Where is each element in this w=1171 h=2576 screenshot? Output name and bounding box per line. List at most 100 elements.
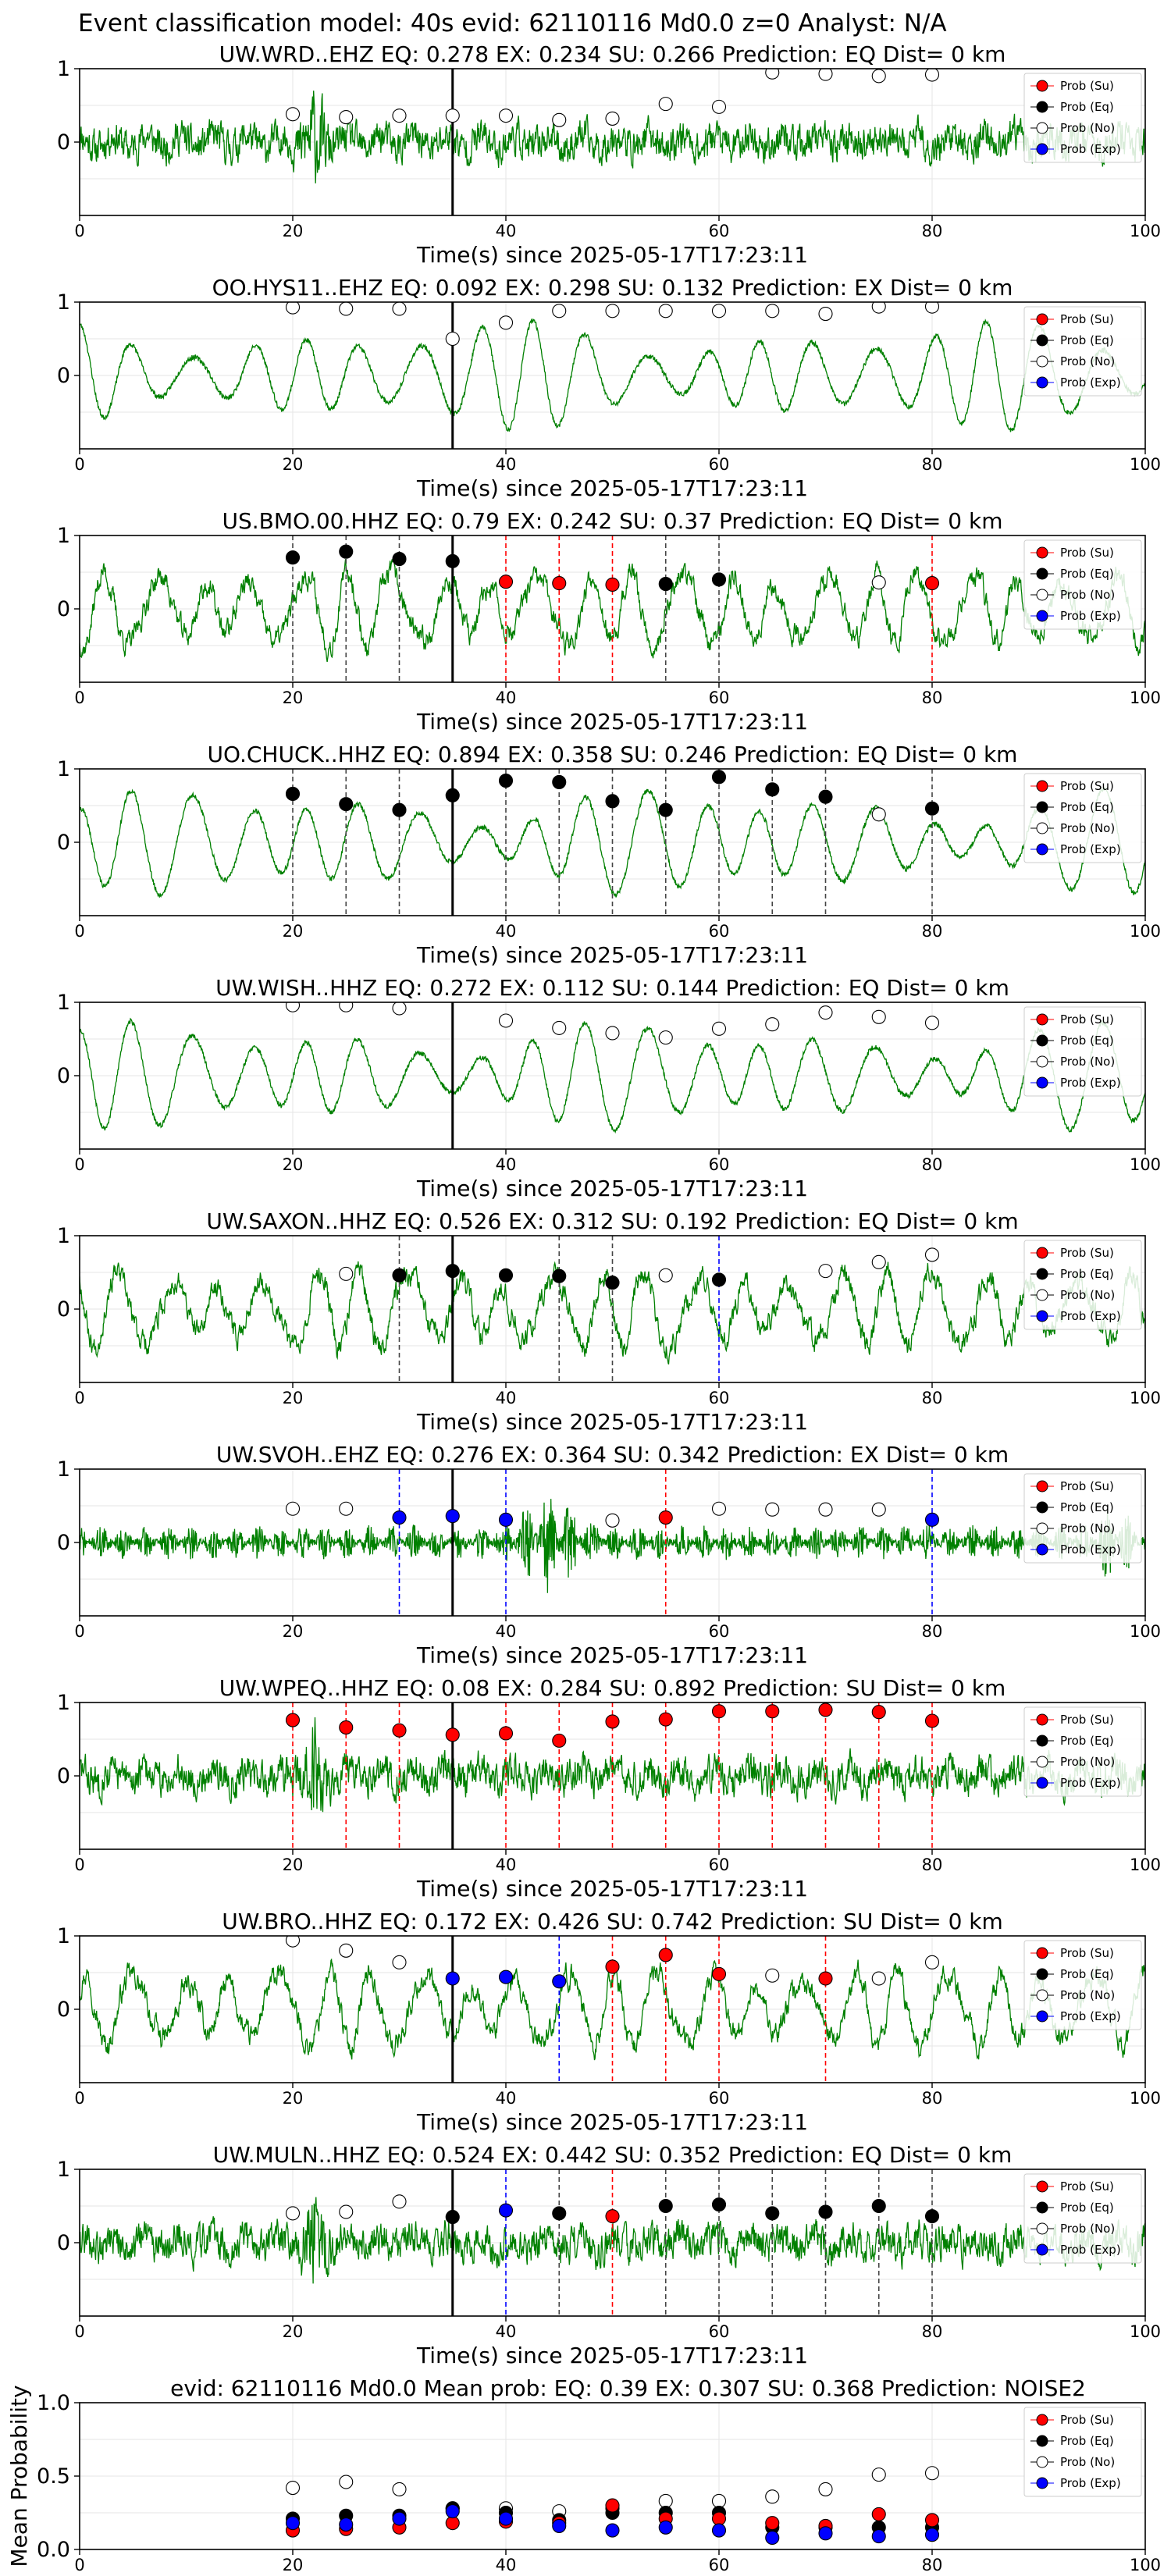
prob-marker-eq <box>339 544 354 559</box>
x-tick-label: 100 <box>1130 2556 1161 2574</box>
plot-area <box>80 1002 1145 1149</box>
x-tick-label: 0 <box>74 2322 84 2341</box>
legend-label: Prob (Su) <box>1060 2179 1114 2194</box>
prob-marker-no <box>392 302 407 316</box>
legend-label: Prob (No) <box>1060 121 1115 135</box>
legend-label: Prob (Exp) <box>1060 142 1121 156</box>
legend-marker <box>1036 1076 1048 1089</box>
y-tick-label: 1 <box>57 1457 70 1482</box>
x-tick-label: 100 <box>1130 1389 1161 1407</box>
legend-marker <box>1036 376 1048 389</box>
y-tick-label: 0 <box>57 130 70 155</box>
prob-marker-no <box>658 97 673 112</box>
prob-marker-no <box>765 1968 780 1983</box>
mean-probability-panel: evid: 62110116 Md0.0 Mean prob: EQ: 0.39… <box>6 2375 1161 2574</box>
prob-marker-exp <box>711 2523 727 2538</box>
prob-marker-no <box>818 2482 833 2496</box>
prob-marker-exp <box>552 1974 567 1989</box>
prob-marker-exp <box>924 2528 940 2542</box>
legend-marker <box>1036 122 1048 134</box>
legend-marker <box>1036 2222 1048 2235</box>
legend-marker <box>1036 355 1048 368</box>
legend-label: Prob (Eq) <box>1060 1267 1114 1281</box>
legend-marker <box>1036 1713 1048 1726</box>
prob-marker-su <box>871 1705 886 1720</box>
x-tick-label: 80 <box>922 455 943 474</box>
legend-marker <box>1036 2456 1048 2468</box>
prob-marker-no <box>339 1501 354 1516</box>
prob-marker-su <box>765 1704 780 1719</box>
y-tick-label: 0 <box>57 364 70 388</box>
legend-label: Prob (Exp) <box>1060 1309 1121 1323</box>
waveform-trace <box>80 1499 1145 1593</box>
legend-label: Prob (Su) <box>1060 79 1114 93</box>
prob-marker-eq <box>765 782 780 797</box>
y-tick-label: 0 <box>57 2231 70 2255</box>
x-tick-label: 40 <box>496 2322 517 2341</box>
y-tick-label: 0 <box>57 1297 70 1322</box>
plot-area <box>80 769 1145 916</box>
prob-marker-eq <box>711 2197 727 2212</box>
prob-marker-no <box>765 304 780 318</box>
prob-marker-eq <box>871 2198 886 2214</box>
prob-marker-su <box>445 2516 460 2531</box>
y-tick-label: 1 <box>57 524 70 548</box>
x-tick-label: 40 <box>496 1389 517 1407</box>
legend-label: Prob (Su) <box>1060 1713 1114 1727</box>
station-panel: UO.CHUCK..HHZ EQ: 0.894 EX: 0.358 SU: 0.… <box>57 742 1161 968</box>
x-tick-label: 0 <box>74 922 84 941</box>
legend-marker <box>1036 334 1048 347</box>
x-axis-label: Time(s) since 2025-05-17T17:23:11 <box>416 1876 808 1902</box>
x-tick-label: 60 <box>709 2089 730 2108</box>
prob-marker-no <box>924 1016 940 1030</box>
legend-marker <box>1036 2201 1048 2214</box>
prob-marker-su <box>871 2507 886 2521</box>
prob-marker-exp <box>818 2526 833 2541</box>
prob-marker-no <box>765 1017 780 1032</box>
x-tick-label: 80 <box>922 922 943 941</box>
prob-marker-su <box>924 576 940 591</box>
y-tick-label: 0 <box>57 1998 70 2022</box>
legend-label: Prob (No) <box>1060 1755 1115 1769</box>
waveform-trace <box>80 318 1145 432</box>
x-tick-label: 60 <box>709 2556 730 2574</box>
y-tick-label: 0 <box>57 1764 70 1788</box>
legend-box <box>1023 2173 1142 2264</box>
prob-marker-no <box>711 99 727 114</box>
x-tick-label: 40 <box>496 1155 517 1174</box>
prob-marker-no <box>339 2204 354 2219</box>
x-axis-label: Time(s) since 2025-05-17T17:23:11 <box>416 2109 808 2135</box>
prob-marker-no <box>658 2493 673 2509</box>
legend-label: Prob (Su) <box>1060 1012 1114 1026</box>
legend-marker <box>1036 1756 1048 1768</box>
legend-label: Prob (No) <box>1060 2222 1115 2236</box>
prob-marker-exp <box>498 1969 514 1984</box>
legend-marker <box>1036 610 1048 622</box>
legend-marker <box>1036 1013 1048 1026</box>
x-tick-label: 80 <box>922 688 943 707</box>
prob-marker-eq <box>658 576 673 592</box>
x-tick-label: 0 <box>74 1389 84 1407</box>
x-tick-label: 100 <box>1130 1155 1161 1174</box>
x-tick-label: 20 <box>283 688 304 707</box>
prob-marker-no <box>658 304 673 318</box>
prob-marker-no <box>871 575 886 590</box>
prob-marker-no <box>765 2489 780 2504</box>
legend-marker <box>1036 1480 1048 1493</box>
x-tick-label: 20 <box>283 1155 304 1174</box>
prob-marker-no <box>871 302 886 314</box>
plot-area <box>80 1703 1145 1849</box>
prob-marker-su <box>605 1714 620 1729</box>
prob-marker-exp <box>552 2518 567 2533</box>
prob-marker-su <box>711 2511 727 2526</box>
prob-marker-eq <box>498 773 514 788</box>
prob-marker-su <box>658 1712 673 1727</box>
prob-marker-no <box>711 1021 727 1036</box>
prob-marker-eq <box>924 2209 940 2224</box>
prob-marker-su <box>605 1959 620 1974</box>
prob-marker-no <box>924 1955 940 1969</box>
y-tick-label: 1 <box>57 1691 70 1715</box>
legend-label: Prob (Exp) <box>1060 375 1121 390</box>
legend-marker <box>1036 1501 1048 1514</box>
prob-marker-su <box>765 2516 780 2531</box>
